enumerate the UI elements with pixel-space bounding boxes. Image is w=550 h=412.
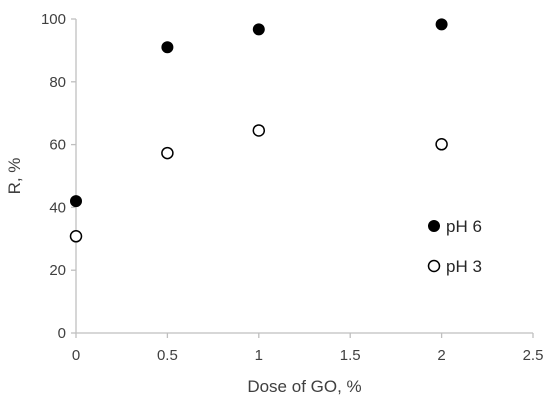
legend-marker bbox=[428, 220, 440, 232]
legend: pH 6 pH 3 bbox=[427, 217, 482, 276]
legend-label: pH 3 bbox=[446, 257, 482, 276]
legend-item: pH 6 bbox=[428, 217, 482, 236]
y-tick-label: 60 bbox=[49, 137, 66, 154]
y-tick-label: 100 bbox=[41, 11, 66, 28]
data-points bbox=[69, 18, 448, 243]
series-ph-3 bbox=[69, 124, 448, 243]
data-point bbox=[161, 41, 174, 54]
data-point bbox=[435, 18, 448, 31]
legend-label: pH 6 bbox=[446, 217, 482, 236]
x-tick-label: 1.5 bbox=[340, 347, 361, 364]
data-point bbox=[161, 146, 174, 160]
y-tick-label: 80 bbox=[49, 74, 66, 91]
y-tick-label: 20 bbox=[49, 262, 66, 279]
legend-item: pH 3 bbox=[427, 257, 482, 276]
y-axis-title: R, % bbox=[5, 158, 24, 195]
legend-marker bbox=[427, 259, 441, 273]
data-point bbox=[435, 138, 448, 151]
data-point bbox=[252, 23, 265, 36]
x-tick-label: 2 bbox=[437, 347, 445, 364]
data-point bbox=[69, 230, 83, 243]
x-tick-label: 0.5 bbox=[157, 347, 178, 364]
y-tick-label: 40 bbox=[49, 199, 66, 216]
x-tick-label: 0 bbox=[72, 347, 80, 364]
x-tick-label: 1 bbox=[255, 347, 263, 364]
x-tick-label: 2.5 bbox=[523, 347, 544, 364]
data-point bbox=[252, 124, 266, 137]
data-point bbox=[70, 195, 82, 208]
axes bbox=[75, 19, 533, 334]
series-ph-6 bbox=[70, 18, 448, 208]
tick-labels: 0 0.5 1 1.5 2 2.5 0 20 40 60 80 100 bbox=[41, 11, 543, 364]
y-tick-label: 0 bbox=[58, 325, 66, 342]
x-axis-title: Dose of GO, % bbox=[247, 377, 361, 396]
